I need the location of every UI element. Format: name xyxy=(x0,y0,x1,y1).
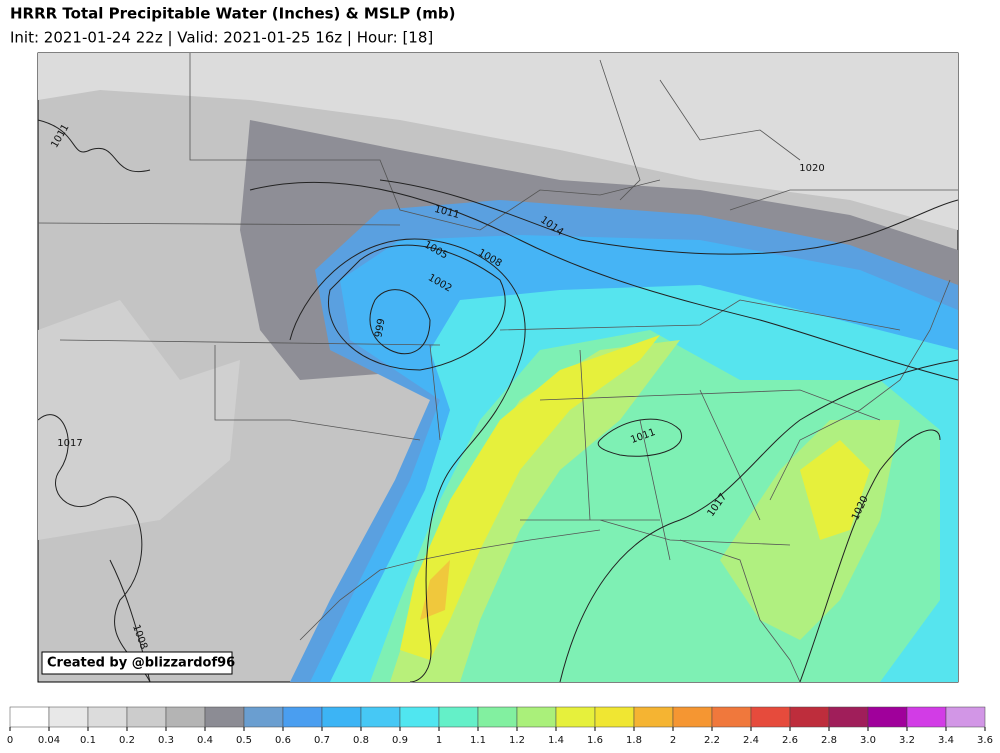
colorbar-bin xyxy=(87,706,128,728)
high-moisture xyxy=(400,335,660,660)
colorbar-tick-label: 3.4 xyxy=(938,735,954,746)
colorbar-tick-label: 0.1 xyxy=(80,735,96,746)
isobars xyxy=(37,119,959,683)
colorbar-tick-label: 3.0 xyxy=(860,735,876,746)
isobar-label: 999 xyxy=(373,318,387,339)
title: HRRR Total Precipitable Water (Inches) &… xyxy=(10,5,456,23)
high-moisture xyxy=(420,560,450,620)
colorbar-bin xyxy=(204,706,245,728)
colorbar-bin xyxy=(126,706,167,728)
moisture-region xyxy=(390,340,680,682)
colorbar-tick-label: 2.2 xyxy=(704,735,720,746)
colorbar-tick-label: 1.6 xyxy=(587,735,603,746)
colorbar-bin xyxy=(711,706,752,728)
colorbar-bin xyxy=(750,706,791,728)
colorbar-tick-label: 1 xyxy=(436,735,442,746)
colorbar-bin xyxy=(867,706,908,728)
colorbar-bin xyxy=(555,706,596,728)
colorbar-tick-label: 0 xyxy=(7,735,13,746)
colorbar-tick-label: 2.4 xyxy=(743,735,759,746)
colorbar-bin xyxy=(360,706,401,728)
colorbar-bin xyxy=(321,706,362,728)
colorbar-tick-label: 2.6 xyxy=(782,735,798,746)
isobar-label: 1017 xyxy=(57,438,82,449)
colorbar-bin xyxy=(594,706,635,728)
colorbar-bin xyxy=(516,706,557,728)
colorbar-bin xyxy=(633,706,674,728)
colorbar-tick-label: 3.6 xyxy=(977,735,993,746)
colorbar-bin xyxy=(399,706,440,728)
high-moisture xyxy=(800,440,870,540)
colorbar: 0 0.04 0.1 0.2 0.3 0.4 0.5 0.6 0.7 0.8 0.9 1 1.1 1.2 1… xyxy=(7,706,993,746)
credit-box xyxy=(41,651,233,675)
colorbar-tick-label: 1.1 xyxy=(470,735,486,746)
colorbar-tick-label: 3.2 xyxy=(899,735,915,746)
colorbar-bin xyxy=(672,706,713,728)
colorbar-tick-label: 2 xyxy=(670,735,676,746)
colorbar-bin xyxy=(9,706,50,728)
colorbar-tick-label: 0.04 xyxy=(38,735,60,746)
colorbar-tick-label: 0.3 xyxy=(158,735,174,746)
colorbar-tick-label: 0.6 xyxy=(275,735,291,746)
colorbar-tick-label: 1.8 xyxy=(626,735,642,746)
colorbar-tick-label: 0.9 xyxy=(392,735,408,746)
dry-region xyxy=(38,53,958,230)
colorbar-bin xyxy=(243,706,284,728)
isobar-label: 1020 xyxy=(799,163,824,174)
colorbar-tick-label: 2.8 xyxy=(821,735,837,746)
dry-region xyxy=(38,300,240,540)
colorbar-tick-label: 1.2 xyxy=(509,735,525,746)
colorbar-bin xyxy=(48,706,89,728)
colorbar-bin xyxy=(477,706,518,728)
colorbar-tick-label: 0.5 xyxy=(236,735,252,746)
borders xyxy=(37,53,958,683)
colorbar-tick-label: 0.2 xyxy=(119,735,135,746)
colorbar-tick-label: 0.7 xyxy=(314,735,330,746)
colorbar-bin xyxy=(282,706,323,728)
colorbar-bin xyxy=(945,706,986,728)
colorbar-bin xyxy=(789,706,830,728)
colorbar-bin xyxy=(165,706,206,728)
colorbar-bin xyxy=(438,706,479,728)
colorbar-bin xyxy=(906,706,947,728)
credit: Created by @blizzardof96 xyxy=(47,656,235,671)
colorbar-tick-label: 1.4 xyxy=(548,735,564,746)
colorbar-tick-label: 0.8 xyxy=(353,735,369,746)
subtitle: Init: 2021-01-24 22z | Valid: 2021-01-25… xyxy=(10,29,433,47)
colorbar-bin xyxy=(828,706,869,728)
colorbar-tick-label: 0.4 xyxy=(197,735,213,746)
